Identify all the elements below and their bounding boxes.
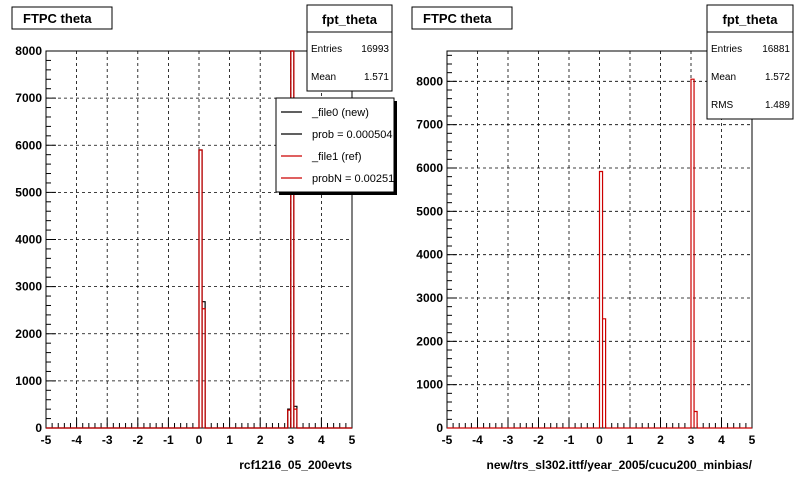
x-tick-label: -5 xyxy=(442,433,453,447)
x-tick-label: -3 xyxy=(102,433,113,447)
stats-value: 1.489 xyxy=(765,100,790,111)
stats-label: Mean xyxy=(311,72,336,83)
x-tick-label: 1 xyxy=(226,433,233,447)
y-tick-label: 1000 xyxy=(15,374,42,388)
legend-entry: probN = 0.00251 xyxy=(312,173,394,185)
stats-box xyxy=(306,4,393,92)
y-tick-label: 4000 xyxy=(15,233,42,247)
stats-value: 16881 xyxy=(762,44,790,55)
stats-value: 1.571 xyxy=(364,72,389,83)
y-tick-label: 2000 xyxy=(416,334,443,348)
x-tick-label: 5 xyxy=(349,433,356,447)
x-tick-label: 2 xyxy=(257,433,264,447)
x-tick-label: -4 xyxy=(71,433,82,447)
x-axis-label: new/trs_sl302.ittf/year_2005/cucu200_min… xyxy=(487,458,753,472)
stats-label: Entries xyxy=(311,44,342,55)
chart-panel-2: -5 -4 -3 -2 -1 0 1 2 3 4 5 0 1000 2000 3000 4000 5000 600… xyxy=(411,4,794,472)
x-tick-label: -1 xyxy=(564,433,575,447)
x-tick-label: -4 xyxy=(472,433,483,447)
histogram-series-1 xyxy=(447,78,752,429)
stats-label: RMS xyxy=(711,100,734,111)
y-tick-label: 1000 xyxy=(416,378,443,392)
x-tick-label: -1 xyxy=(163,433,174,447)
x-tick-label: 0 xyxy=(596,433,603,447)
y-tick-label: 7000 xyxy=(15,91,42,105)
y-tick-label: 8000 xyxy=(15,44,42,58)
stats-box xyxy=(706,4,794,120)
x-tick-label: -3 xyxy=(503,433,514,447)
x-tick-label: -5 xyxy=(41,433,52,447)
x-tick-label: 5 xyxy=(749,433,756,447)
stats-value: 16993 xyxy=(361,44,389,55)
x-tick-label: 0 xyxy=(196,433,203,447)
chart-panel-1: -5 -4 -3 -2 -1 0 1 2 3 4 5 0 1000 2000 3000 4000 5000 600… xyxy=(11,4,397,472)
x-tick-label: -2 xyxy=(132,433,143,447)
y-tick-label: 0 xyxy=(436,421,443,435)
y-tick-label: 4000 xyxy=(416,248,443,262)
legend-entry: _file1 (ref) xyxy=(311,151,362,163)
stats-label: Mean xyxy=(711,72,736,83)
stats-title: fpt_theta xyxy=(322,12,378,27)
y-tick-label: 5000 xyxy=(15,185,42,199)
legend-box xyxy=(275,97,395,193)
stats-title: fpt_theta xyxy=(723,12,779,27)
y-tick-label: 0 xyxy=(35,421,42,435)
legend-entry: prob = 0.000504 xyxy=(312,129,392,141)
y-tick-label: 5000 xyxy=(416,204,443,218)
stats-label: Entries xyxy=(711,44,742,55)
chart-title: FTPC theta xyxy=(23,11,92,26)
y-tick-label: 8000 xyxy=(416,74,443,88)
x-tick-label: 2 xyxy=(657,433,664,447)
x-tick-label: 4 xyxy=(318,433,325,447)
stats-value: 1.572 xyxy=(765,72,790,83)
title-box xyxy=(411,6,513,30)
y-tick-label: 2000 xyxy=(15,327,42,341)
title-box xyxy=(11,6,113,30)
legend-entry: _file0 (new) xyxy=(311,107,369,119)
y-tick-label: 3000 xyxy=(15,280,42,294)
y-tick-label: 6000 xyxy=(15,138,42,152)
x-tick-label: 3 xyxy=(688,433,695,447)
y-tick-label: 3000 xyxy=(416,291,443,305)
x-tick-label: 4 xyxy=(718,433,725,447)
x-tick-label: 3 xyxy=(287,433,294,447)
x-tick-label: 1 xyxy=(627,433,634,447)
y-tick-label: 7000 xyxy=(416,118,443,132)
y-tick-label: 6000 xyxy=(416,161,443,175)
histogram-series-2 xyxy=(46,50,352,429)
x-tick-label: -2 xyxy=(533,433,544,447)
x-axis-label: rcf1216_05_200evts xyxy=(239,458,352,472)
chart-title: FTPC theta xyxy=(423,11,492,26)
